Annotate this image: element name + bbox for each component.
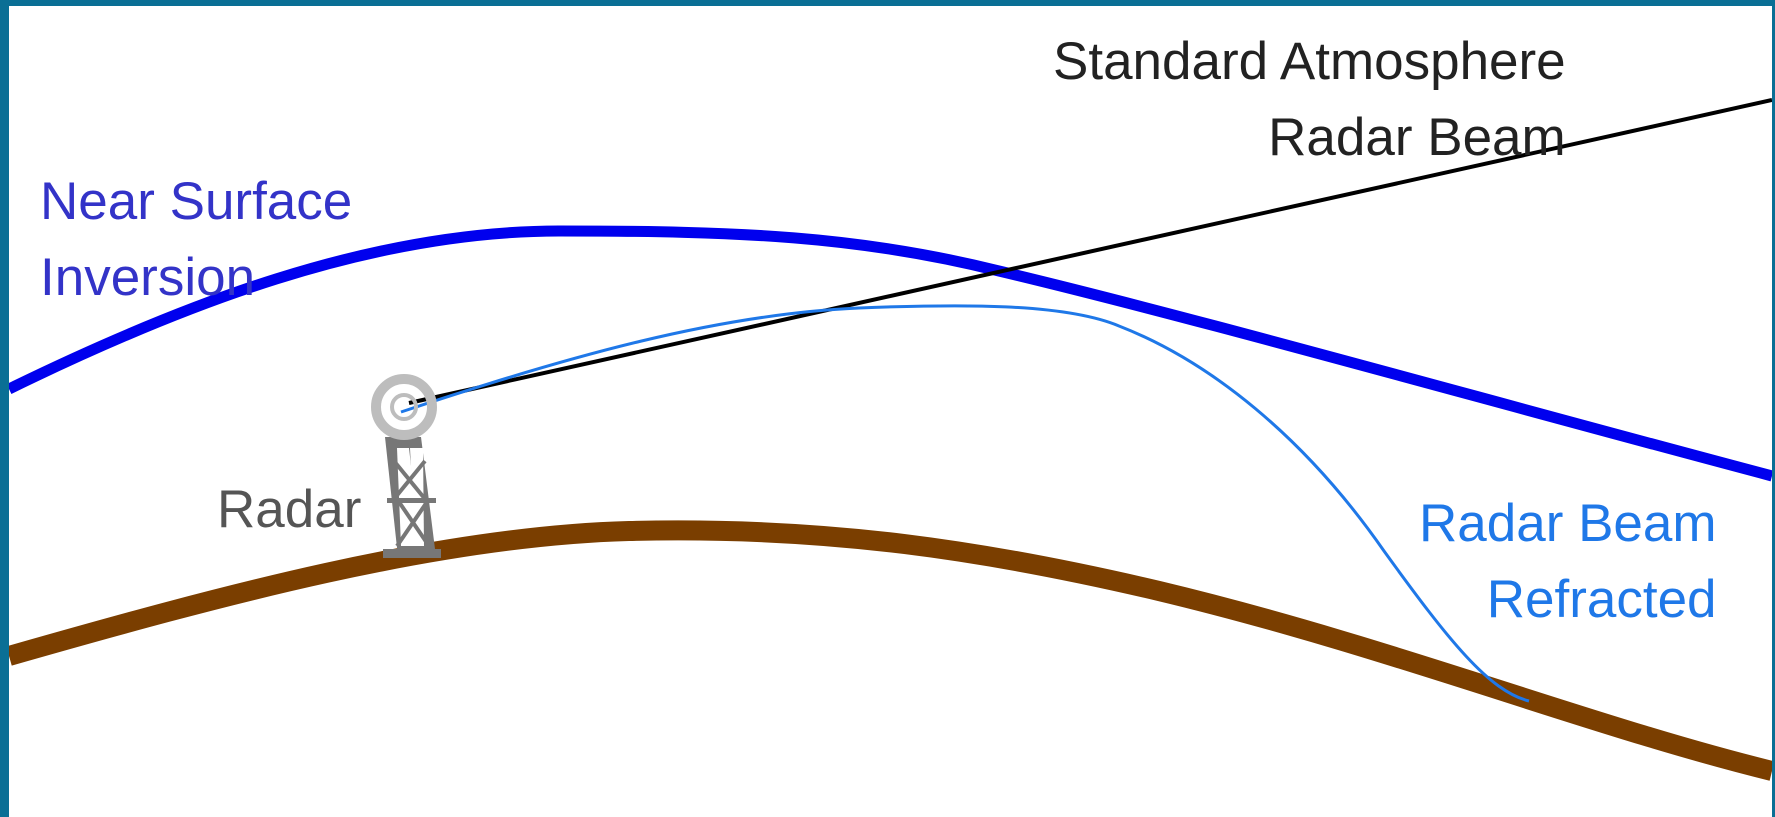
near-surface-inversion-label-line-2: Inversion [40,248,256,307]
near-surface-inversion-line [9,225,1772,482]
refracted-beam-label-line-1: Radar Beam [1419,494,1717,553]
standard-atmosphere-beam-line [408,98,1772,405]
refracted-beam-label-line-2: Refracted [1486,570,1717,629]
refraction-diagram [9,98,1772,781]
radar-dish-icon [371,374,437,440]
ground-surface-line [9,520,1772,781]
near-surface-inversion-label: Near Surface Inversion [40,164,352,316]
standard-atmosphere-label-line-2: Radar Beam [1268,108,1566,167]
refracted-radar-beam-line [400,304,1530,703]
diagram-frame: Near Surface Inversion Standard Atmosphe… [9,6,1772,817]
radar-label: Radar [217,480,362,539]
radar-tower-icon [383,437,441,558]
refracted-beam-label: Radar Beam Refracted [1419,486,1717,638]
near-surface-inversion-label-line-1: Near Surface [40,172,353,231]
standard-atmosphere-label-line-1: Standard Atmosphere [1053,32,1566,91]
standard-atmosphere-label: Standard Atmosphere Radar Beam [1053,24,1566,176]
